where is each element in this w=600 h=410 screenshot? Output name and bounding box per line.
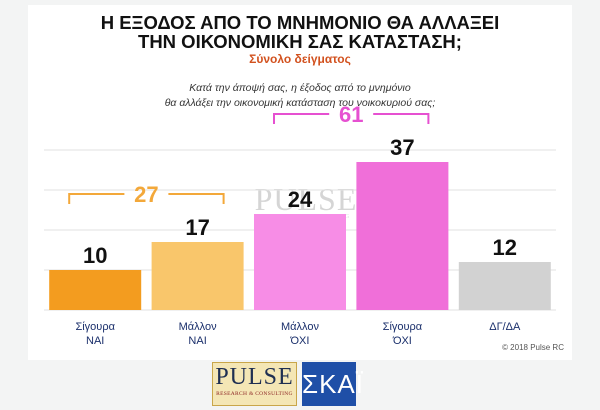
title-line-1: Η ΕΞΟΔΟΣ ΑΠΟ ΤΟ ΜΝΗΜΟΝΙΟ ΘΑ ΑΛΛΑΞΕΙ: [100, 12, 500, 33]
group-bracket-right: [168, 193, 225, 204]
group-total-label: 27: [134, 182, 158, 207]
group-bracket-left: [273, 113, 330, 124]
data-label: 12: [493, 235, 517, 260]
group-total-label: 61: [339, 102, 363, 127]
pulse-logo-tagline: RESEARCH & CONSULTING: [216, 391, 293, 397]
data-label: 37: [390, 135, 414, 160]
category-label: ΝΑΙ: [86, 335, 104, 347]
question-line-1: Κατά την άποψή σας, η έξοδος από το μνημ…: [189, 82, 411, 94]
survey-question: Κατά την άποψή σας, η έξοδος από το μνημ…: [28, 81, 572, 111]
data-label: 24: [288, 187, 313, 212]
category-label: Μάλλον: [179, 321, 217, 333]
title-line-2: ΤΗΝ ΟΙΚΟΝΟΜΙΚΗ ΣΑΣ ΚΑΤΑΣΤΑΣΗ;: [138, 31, 462, 52]
copyright-text: © 2018 Pulse RC: [502, 343, 564, 352]
data-label: 10: [83, 243, 107, 268]
bar: [356, 162, 449, 310]
category-label: Σίγουρα: [383, 321, 423, 333]
skai-logo: ΣΚΑΪ: [302, 362, 363, 406]
bar: [151, 242, 244, 310]
category-label: Σίγουρα: [75, 321, 115, 333]
bar: [254, 214, 346, 310]
bar: [458, 262, 551, 310]
category-label: ΌΧΙ: [392, 335, 412, 347]
chart-title: Η ΕΞΟΔΟΣ ΑΠΟ ΤΟ ΜΝΗΜΟΝΙΟ ΘΑ ΑΛΛΑΞΕΙ ΤΗΝ …: [28, 13, 572, 51]
watermark-brand: PULSE: [254, 181, 358, 217]
chart-card: Η ΕΞΟΔΟΣ ΑΠΟ ΤΟ ΜΝΗΜΟΝΙΟ ΘΑ ΑΛΛΑΞΕΙ ΤΗΝ …: [28, 5, 572, 360]
question-line-2: θα αλλάξει την οικονομική κατάσταση του …: [164, 97, 436, 109]
group-bracket-left: [68, 193, 125, 204]
category-label: ΔΓ/ΔΑ: [489, 321, 521, 333]
group-bracket-right: [373, 113, 430, 124]
chart-subtitle: Σύνολο δείγματος: [249, 52, 351, 66]
bar-chart: 10 Σίγουρα ΝΑΙ 17 Μάλλον ΝΑΙ 24 Μάλλον ΌΧΙ 37 Σίγο…: [44, 102, 556, 347]
data-label: 17: [185, 215, 209, 240]
pulse-logo-text: PULSE: [215, 364, 294, 390]
category-label: ΌΧΙ: [290, 335, 310, 347]
pulse-logo: PULSE RESEARCH & CONSULTING: [212, 362, 297, 406]
bar: [49, 270, 142, 310]
category-label: ΝΑΙ: [188, 335, 206, 347]
category-label: Μάλλον: [281, 321, 319, 333]
